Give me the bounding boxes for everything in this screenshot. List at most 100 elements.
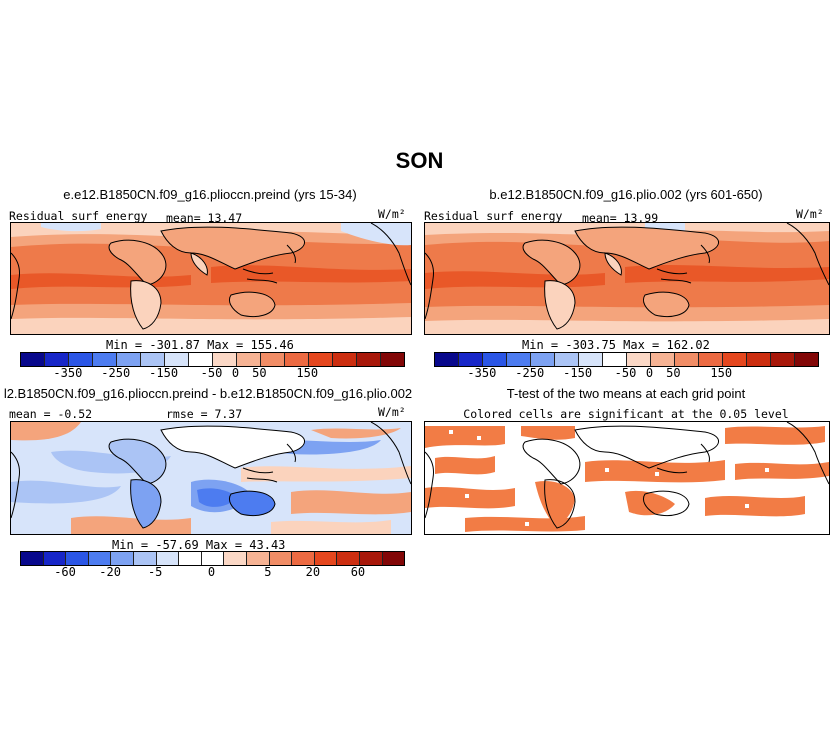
colorbar-tick-label: -60 [54, 565, 76, 579]
colorbar-tick-label: -350 [467, 366, 497, 380]
colorbar-tick-label: 50 [252, 366, 267, 380]
colorbar-cell [651, 353, 675, 366]
colorbar-cell [201, 552, 225, 565]
colorbar-tick-label: 150 [296, 366, 319, 380]
panel1-units: W/m² [378, 207, 406, 221]
colorbar-tick-label: -50 [200, 366, 223, 380]
season-title: SON [395, 148, 444, 173]
panel3-field [11, 422, 411, 534]
panel2-title: b.e12.B1850CN.f09_g16.plio.002 (yrs 601-… [489, 187, 763, 202]
colorbar-cell [382, 552, 405, 565]
colorbar-cell [579, 353, 603, 366]
colorbar-cell [141, 353, 165, 366]
colorbar-tick-label: 5 [264, 565, 272, 579]
panel2-field [425, 223, 829, 334]
colorbar-cell [675, 353, 699, 366]
colorbar-cell [133, 552, 157, 565]
panel3-colorbar-ticks: -60 -20 -5 0 5 20 60 [20, 565, 403, 579]
panel4-title: T-test of the two means at each grid poi… [506, 386, 746, 401]
colorbar-tick-label: -150 [563, 366, 593, 380]
panel2-colorbar-ticks: -350 -250 -150 -50 0 50 150 [434, 366, 817, 380]
colorbar-cell [603, 353, 627, 366]
colorbar-cell [285, 353, 309, 366]
colorbar-tick-label: -5 [147, 565, 163, 579]
panel1-mean: mean= 13.47 [166, 211, 243, 225]
panel1-map [10, 222, 412, 335]
panel4-field [425, 422, 829, 534]
panel4-map [424, 421, 830, 535]
colorbar-tick-label: -250 [101, 366, 131, 380]
colorbar-tick-label: 0 [645, 366, 654, 380]
colorbar-cell [66, 552, 89, 565]
colorbar-cell [292, 552, 315, 565]
panel1-minmax: Min = -301.87 Max = 155.46 [104, 338, 296, 352]
panel3-units: W/m² [378, 405, 406, 419]
colorbar-cell [747, 353, 771, 366]
panel3-map [10, 421, 412, 535]
colorbar-cell [179, 552, 202, 565]
panel2-mean: mean= 13.99 [582, 211, 659, 225]
colorbar-tick-label: 60 [350, 565, 366, 579]
colorbar-cell [261, 353, 285, 366]
panel1-field [11, 223, 411, 334]
colorbar-cell [269, 552, 293, 565]
colorbar-cell [459, 353, 483, 366]
colorbar-cell [237, 353, 261, 366]
colorbar-cell [21, 552, 44, 565]
colorbar-cell [156, 552, 180, 565]
panel3-minmax: Min = -57.69 Max = 43.43 [110, 538, 288, 552]
panel3-mean: mean = -0.52 [9, 407, 93, 421]
colorbar-cell [555, 353, 579, 366]
colorbar-cell [69, 353, 93, 366]
panel2-variable: Residual surf energy [424, 209, 563, 223]
colorbar-cell [723, 353, 747, 366]
colorbar-cell [45, 353, 69, 366]
colorbar-tick-label: 0 [231, 366, 240, 380]
colorbar-cell [165, 353, 189, 366]
colorbar-cell [795, 353, 818, 366]
colorbar-cell [531, 353, 555, 366]
colorbar-tick-label: -20 [99, 565, 121, 579]
colorbar-cell [21, 353, 45, 366]
colorbar-cell [117, 353, 141, 366]
panel3-title: l2.B1850CN.f09_g16.plioccn.preind - b.e1… [3, 386, 413, 401]
panel1-title: e.e12.B1850CN.f09_g16.plioccn.preind (yr… [63, 187, 357, 202]
colorbar-tick-label: -350 [53, 366, 83, 380]
colorbar-tick-label: 0 [207, 565, 216, 579]
colorbar-cell [483, 353, 507, 366]
colorbar-cell [337, 552, 360, 565]
colorbar-cell [507, 353, 531, 366]
colorbar-tick-label: 50 [666, 366, 681, 380]
colorbar-cell [435, 353, 459, 366]
colorbar-cell [314, 552, 338, 565]
colorbar-cell [333, 353, 357, 366]
colorbar-tick-label: 150 [710, 366, 733, 380]
colorbar-cell [224, 552, 247, 565]
colorbar-cell [381, 353, 404, 366]
panel2-map [424, 222, 830, 335]
panel1-colorbar-ticks: -350 -250 -150 -50 0 50 150 [20, 366, 403, 380]
colorbar-cell [213, 353, 237, 366]
colorbar-cell [88, 552, 112, 565]
panel1-variable: Residual surf energy [9, 209, 148, 223]
colorbar-tick-label: -250 [515, 366, 545, 380]
panel3-colorbar [20, 551, 405, 566]
colorbar-cell [246, 552, 270, 565]
panel2-minmax: Min = -303.75 Max = 162.02 [520, 338, 712, 352]
colorbar-cell [43, 552, 67, 565]
panel4-subtitle: Colored cells are significant at the 0.0… [463, 407, 789, 421]
colorbar-tick-label: -50 [614, 366, 637, 380]
colorbar-cell [189, 353, 213, 366]
panel2-units: W/m² [796, 207, 824, 221]
colorbar-cell [627, 353, 651, 366]
colorbar-cell [771, 353, 795, 366]
panel2-colorbar [434, 352, 819, 367]
colorbar-cell [357, 353, 381, 366]
colorbar-cell [359, 552, 383, 565]
colorbar-cell [699, 353, 723, 366]
panel3-rmse: rmse = 7.37 [166, 407, 243, 421]
colorbar-cell [93, 353, 117, 366]
panel1-colorbar [20, 352, 405, 367]
colorbar-cell [111, 552, 134, 565]
colorbar-tick-label: -150 [149, 366, 179, 380]
